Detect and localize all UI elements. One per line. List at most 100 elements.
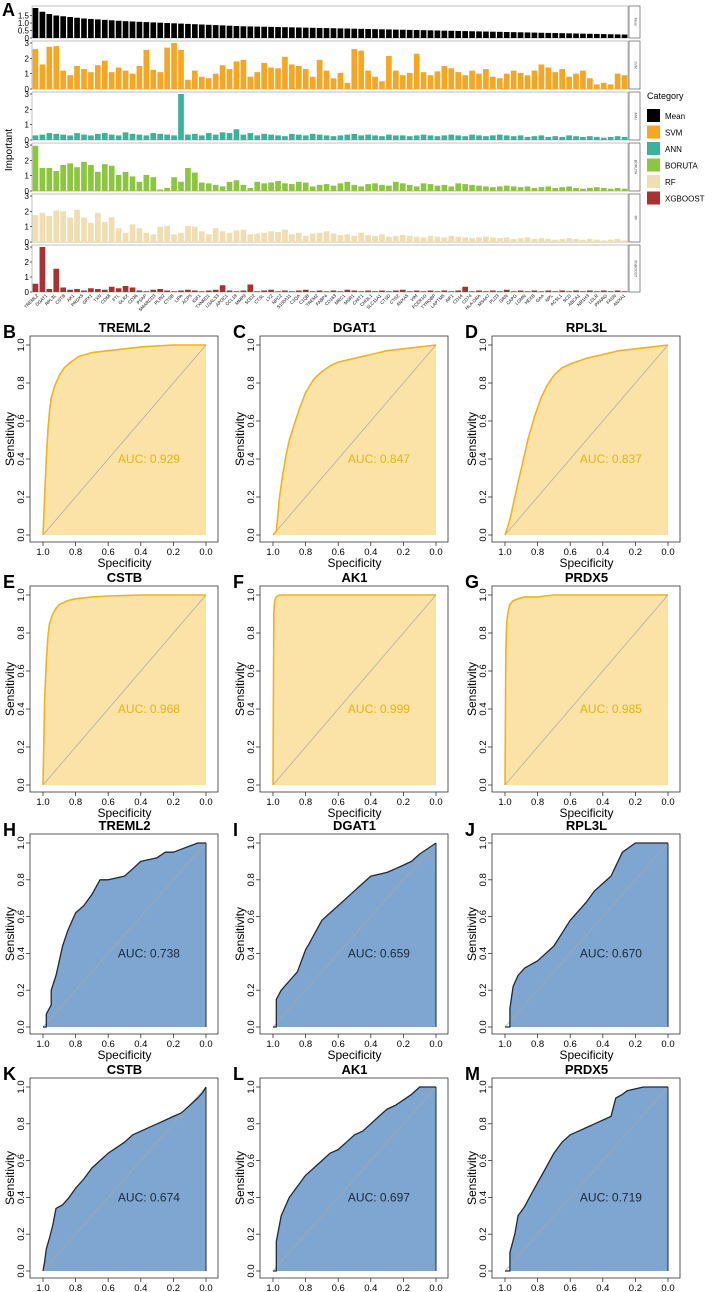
ytick-label: 0.4: [246, 947, 257, 960]
bar-xgboost-insig1: [580, 291, 586, 292]
chance-diagonal: [42, 344, 207, 536]
xtick-label: 0.4: [134, 1039, 147, 1050]
gene-label: AIF1: [444, 293, 455, 304]
panel-letter-h: H: [3, 820, 16, 840]
bar-xgboost-tyrobp: [386, 291, 392, 292]
bar-svm-vim: [372, 76, 378, 89]
bar-ann-hmgcr: [566, 135, 572, 140]
bar-svm-sod2: [226, 69, 233, 89]
bar-ann-rpl3l: [46, 133, 53, 140]
ytick-label: 0.8: [16, 376, 27, 389]
bar-rf-c1qa: [268, 231, 274, 242]
bar-mean-ctsd: [351, 28, 358, 38]
bar-boruta-cstb: [53, 171, 60, 191]
ytick-label-mean: 0.5: [18, 27, 30, 36]
bar-ann-lgmn: [483, 136, 489, 140]
bar-boruta-elovl6: [607, 188, 614, 191]
strip-frame-ann: [31, 91, 629, 141]
gene-label: PLD3: [488, 293, 500, 305]
bar-boruta-capg: [476, 185, 482, 191]
bar-ann-elovl6: [607, 136, 614, 140]
x-axis-label: Specificity: [327, 556, 381, 570]
plot-frame: [29, 335, 219, 543]
bar-rf-mrc1: [302, 235, 309, 242]
bar-rf-abcg1: [538, 238, 545, 242]
roc-curve: [272, 594, 436, 786]
bar-xgboost-capg: [476, 290, 482, 292]
y-axis-label: Sensitivity: [3, 412, 17, 466]
bar-rf-cd68: [94, 212, 101, 242]
bar-rf-vim: [372, 235, 378, 242]
bar-svm-plin2: [150, 69, 157, 89]
bar-svm-pld3: [462, 75, 468, 89]
chance-diagonal: [42, 594, 207, 786]
bar-rf-anxa1: [621, 240, 628, 242]
bar-mean-chi3l1: [330, 28, 337, 38]
xtick-label: 0.0: [661, 1283, 674, 1292]
y-axis-label: Sensitivity: [233, 412, 247, 466]
xtick-label: 0.8: [531, 797, 544, 808]
bar-rf-fads2: [524, 237, 531, 242]
bar-mean-hla-dpa1: [434, 30, 441, 38]
bar-svm-prdx5: [67, 75, 73, 89]
bar-svm-elovl6: [607, 84, 614, 89]
bar-boruta-txn: [88, 164, 94, 191]
bar-svm-slc11a1: [344, 82, 351, 89]
bar-xgboost-cd163: [295, 290, 302, 292]
bar-boruta-laptm5: [392, 181, 399, 191]
ytick-label: 0.0: [478, 528, 489, 541]
strip-label-xgboost: XGBOOST: [634, 260, 638, 278]
bar-rf-ftl: [101, 222, 108, 242]
bar-rf-anxa5: [365, 235, 371, 242]
bar-xgboost-igf1: [185, 289, 191, 292]
bar-rf-chit1: [323, 231, 330, 242]
bar-rf-scd: [517, 238, 524, 242]
bar-svm-sqle: [573, 73, 579, 89]
bar-svm-txn: [88, 72, 94, 89]
ytick-label-boruta: 2: [25, 156, 30, 165]
roc-panels: B TREML2 1.0 0.8 0.6 0.4 0.2 0.0 0.0 0.2 0.4 0.6 0.8…: [3, 320, 681, 1292]
bar-ann-cd36: [129, 133, 136, 140]
bar-boruta-ccl18: [212, 184, 219, 191]
bar-svm-ms4a6a: [455, 72, 462, 89]
bar-svm-ctsz: [358, 50, 365, 89]
bar-xgboost-aif1: [399, 289, 406, 292]
bar-mean-fads2: [524, 32, 531, 38]
bar-rf-pparg: [587, 238, 593, 242]
bar-ann-c1qa: [268, 134, 274, 140]
bar-rf-cd163: [295, 232, 302, 242]
roc-panel-d: D RPL3L 1.0 0.8 0.6 0.4 0.2 0.0 0.0 0.2 0.4 0.6 0.8 1…: [465, 320, 681, 570]
gene-label: IGF1: [191, 293, 202, 304]
auc-annotation: AUC: 0.999: [348, 702, 410, 716]
xtick-label: 0.6: [564, 547, 577, 558]
bar-svm-tyrobp: [386, 56, 392, 89]
bar-mean-srebf1: [600, 34, 607, 38]
bar-xgboost-hexb: [490, 290, 496, 292]
bar-rf-gpx1: [74, 209, 80, 242]
bar-xgboost-chit1: [323, 291, 330, 292]
bar-rf-plin2: [150, 234, 157, 242]
bar-mean-ctsz: [358, 28, 365, 38]
x-axis-label: Specificity: [97, 556, 151, 570]
x-axis-label: Specificity: [327, 1048, 381, 1062]
roc-curve: [504, 344, 669, 536]
ytick-label: 1.0: [16, 1080, 27, 1093]
bar-boruta-lgals3: [198, 182, 205, 191]
bar-mean-acp5: [171, 23, 177, 38]
roc-panel-e: E CSTB 1.0 0.8 0.6 0.4 0.2 0.0 0.0 0.2 0.4 0.6 0.8 1.…: [3, 570, 219, 820]
bar-svm-psap: [108, 72, 115, 89]
xtick-label: 0.2: [167, 547, 180, 558]
bar-svm-cstb: [53, 46, 60, 89]
ytick-label: 0.2: [16, 1228, 27, 1241]
xtick-label: 0.2: [397, 797, 410, 808]
x-axis-label: Specificity: [559, 1048, 613, 1062]
bar-mean-hexb: [490, 31, 496, 38]
bar-boruta-cd14: [406, 184, 413, 191]
ytick-label: 0.0: [246, 528, 257, 541]
xtick-label: 0.8: [69, 1039, 82, 1050]
strip-label-box: [628, 5, 641, 39]
bar-xgboost-c1qa: [268, 289, 274, 292]
bar-xgboost-cd14: [406, 291, 413, 292]
roc-curve: [42, 344, 206, 536]
gene-label: FASN: [605, 293, 617, 305]
